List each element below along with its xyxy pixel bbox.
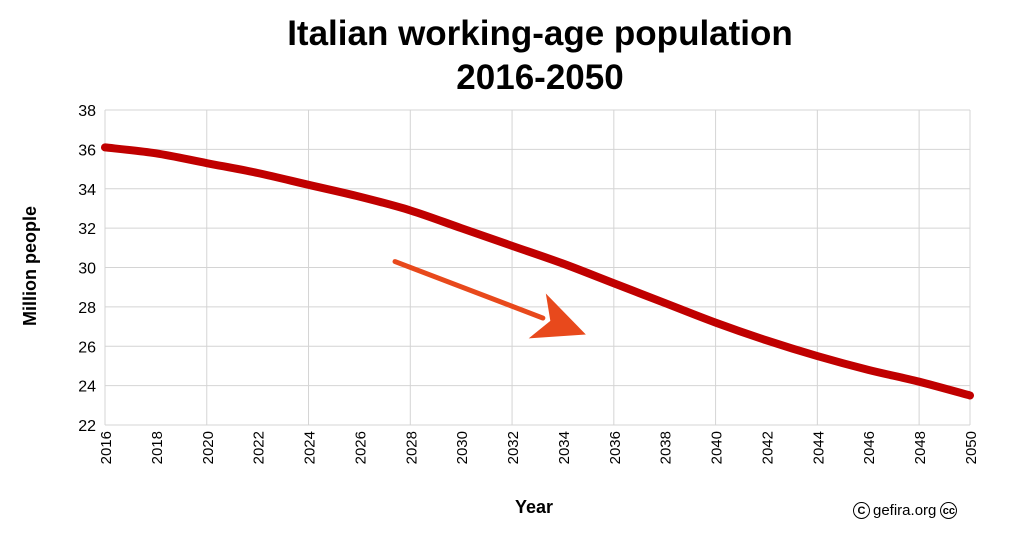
x-tick-label: 2036 (607, 431, 624, 464)
y-axis-label: Million people (20, 206, 40, 326)
chart-subtitle: 2016-2050 (456, 58, 624, 97)
credit: C gefira.org cc (853, 502, 958, 519)
y-tick-label: 32 (78, 221, 96, 238)
annotation-arrow-shaft (392, 259, 546, 321)
credit-site: gefira.org (873, 502, 937, 519)
y-tick-label: 30 (78, 261, 96, 278)
annotation-arrow-head (528, 293, 586, 339)
y-tick-label: 38 (78, 103, 96, 120)
x-tick-label: 2022 (251, 431, 268, 464)
x-tick-label: 2026 (352, 431, 369, 464)
copyright-icon: C (853, 502, 870, 519)
x-tick-label: 2016 (98, 431, 115, 464)
x-tick-label: 2024 (302, 431, 319, 464)
x-tick-label: 2018 (149, 431, 166, 464)
x-tick-label: 2038 (658, 431, 675, 464)
y-tick-label: 24 (78, 379, 96, 396)
x-tick-label: 2020 (200, 431, 217, 464)
chart-title: Italian working-age population (287, 14, 793, 53)
y-tick-label: 36 (78, 142, 96, 159)
x-tick-label: 2040 (709, 431, 726, 464)
y-tick-label: 26 (78, 339, 96, 356)
x-tick-label: 2028 (403, 431, 420, 464)
x-tick-label: 2050 (963, 431, 980, 464)
y-tick-label: 28 (78, 300, 96, 317)
x-tick-label: 2030 (454, 431, 471, 464)
x-axis-label: Year (515, 497, 553, 517)
y-axis-ticks: 22 24 26 28 30 32 34 36 38 (78, 103, 96, 435)
annotations (392, 259, 586, 339)
creative-commons-icon: cc (940, 502, 958, 519)
x-axis-ticks: 2016 2018 2020 2022 2024 2026 2028 2030 2032 2034… (98, 431, 980, 464)
x-tick-label: 2046 (861, 431, 878, 464)
grid-lines (104, 109, 971, 426)
x-tick-label: 2042 (759, 431, 776, 464)
series-line (101, 143, 974, 400)
y-tick-label: 34 (78, 182, 96, 199)
x-tick-label: 2034 (556, 431, 573, 464)
series-lines (101, 143, 974, 400)
x-tick-label: 2032 (505, 431, 522, 464)
x-tick-label: 2048 (912, 431, 929, 464)
x-tick-label: 2044 (810, 431, 827, 464)
y-tick-label: 22 (78, 418, 96, 435)
